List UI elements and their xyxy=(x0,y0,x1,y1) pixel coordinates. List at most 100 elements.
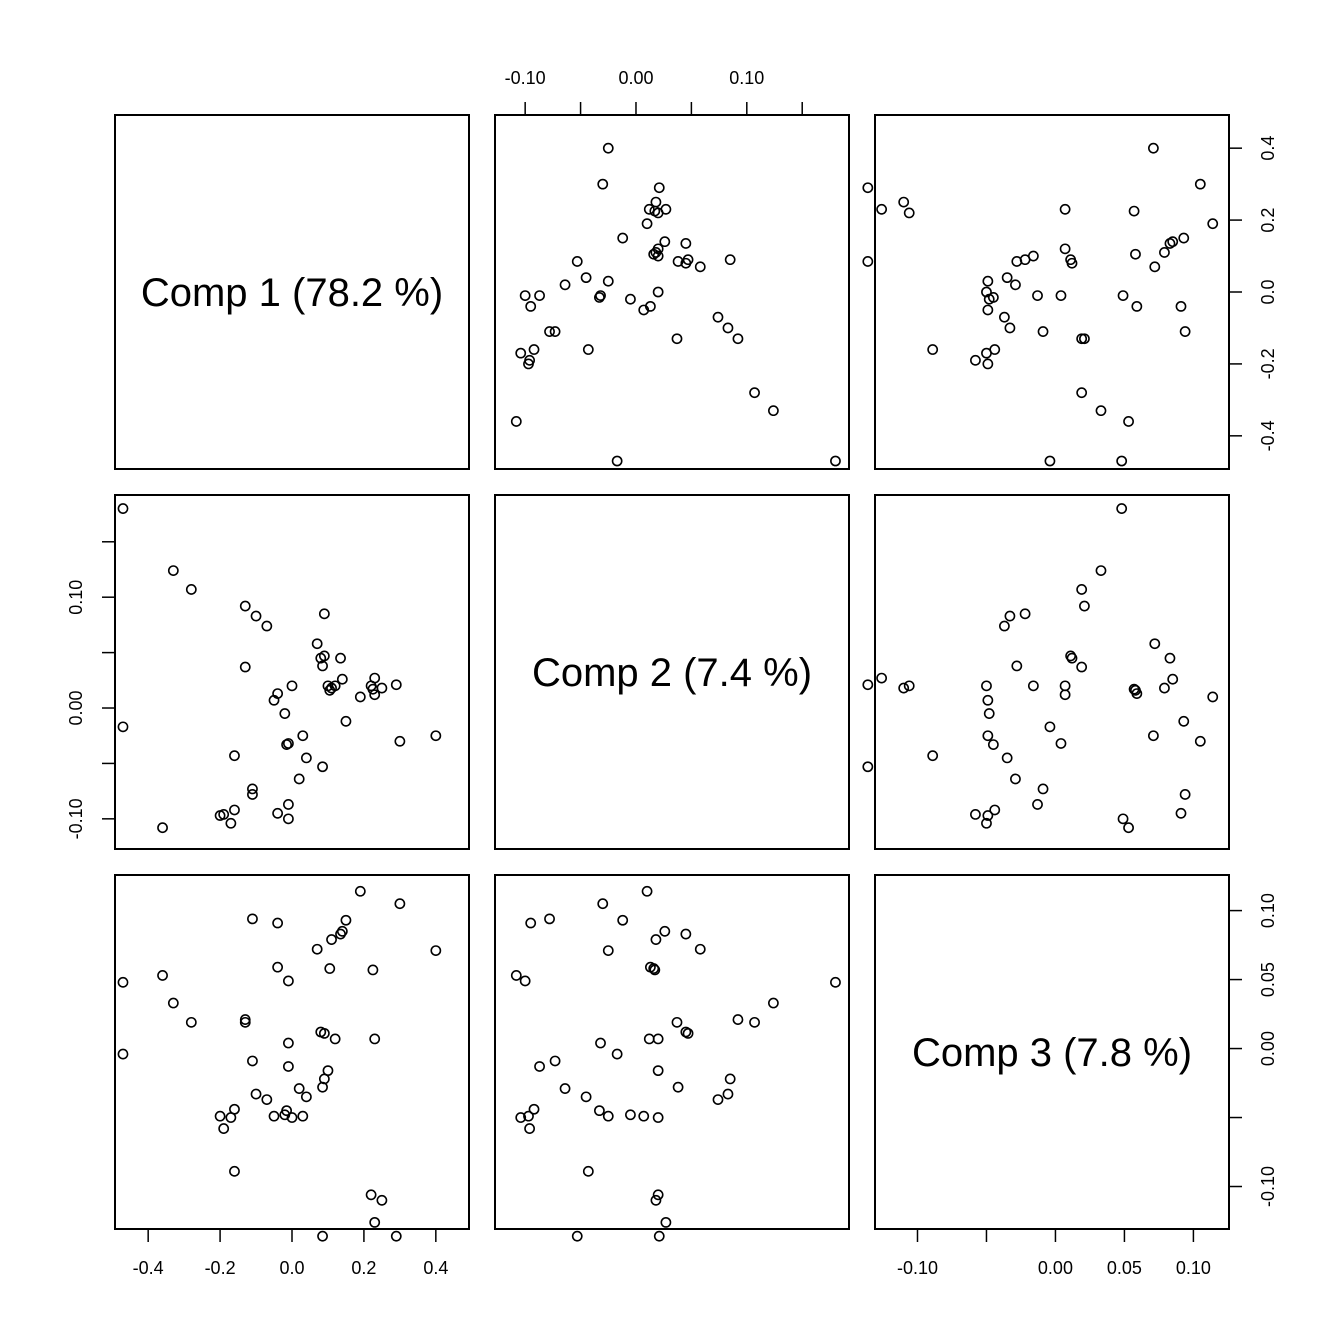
point-c2-vs-c3-16 xyxy=(712,1094,724,1105)
point-c1-vs-c2-11 xyxy=(239,600,251,612)
point-c2-vs-c3-8 xyxy=(515,1112,527,1123)
tick-label: 0.0 xyxy=(279,1258,304,1278)
point-c1-vs-c2-2 xyxy=(117,721,129,733)
point-c1-vs-c3-10 xyxy=(229,1165,240,1177)
point-c3-vs-c1-1 xyxy=(1116,455,1128,467)
point-c3-vs-c2-37 xyxy=(1159,682,1170,694)
point-c3-vs-c2-19 xyxy=(1175,807,1187,819)
point-c1-vs-c2-24 xyxy=(282,813,294,825)
point-c2-vs-c1-9 xyxy=(528,344,540,355)
point-c3-vs-c1-44 xyxy=(1128,205,1140,217)
point-c1-vs-c3-15 xyxy=(250,1088,262,1100)
point-c2-vs-c3-44 xyxy=(649,964,661,976)
point-c3-vs-c2-14 xyxy=(1179,789,1191,800)
tick-label: 0.00 xyxy=(1258,1031,1278,1066)
point-c3-vs-c1-50 xyxy=(1148,142,1159,154)
point-c3-vs-c1-27 xyxy=(982,275,994,287)
point-c1-vs-c2-16 xyxy=(261,620,273,632)
point-c3-vs-c1-24 xyxy=(1117,290,1129,301)
point-c2-vs-c3-34 xyxy=(682,1027,694,1039)
point-c2-vs-c3-39 xyxy=(680,928,692,940)
tick-label: 0.2 xyxy=(1258,208,1278,233)
point-c3-vs-c2-17 xyxy=(982,694,994,706)
point-c3-vs-c1-23 xyxy=(1032,290,1043,301)
point-c1-vs-c3-18 xyxy=(272,961,284,973)
point-c2-vs-c3-2 xyxy=(611,1048,623,1060)
point-c1-vs-c2-1 xyxy=(117,503,129,514)
point-c2-vs-c3-5 xyxy=(749,1016,760,1028)
tick-label: -0.10 xyxy=(66,798,86,839)
point-c1-vs-c3-25 xyxy=(286,1112,298,1123)
point-c3-vs-c1-35 xyxy=(1027,250,1039,262)
point-c2-vs-c3-41 xyxy=(617,914,629,926)
point-c3-vs-c1-3 xyxy=(1123,416,1134,427)
point-c1-vs-c3-4 xyxy=(167,997,179,1009)
point-c1-vs-c3-50 xyxy=(430,945,442,956)
point-c2-vs-c3-47 xyxy=(650,1194,662,1206)
point-c2-vs-c3-49 xyxy=(597,898,609,910)
tick-label: 0.00 xyxy=(618,68,653,88)
point-c2-vs-c1-11 xyxy=(732,333,744,345)
point-c1-vs-c3-39 xyxy=(335,928,346,940)
point-c1-vs-c3-21 xyxy=(281,1105,293,1117)
point-c2-vs-c3-50 xyxy=(602,945,614,956)
point-c2-vs-c1-48 xyxy=(653,182,665,194)
point-c1-vs-c2-50 xyxy=(430,730,442,742)
point-c2-vs-c1-33 xyxy=(724,254,736,266)
point-c1-vs-c2-32 xyxy=(317,761,328,773)
diagonal-label-c3: Comp 3 (7.8 %) xyxy=(912,1031,1192,1075)
point-c3-vs-c1-45 xyxy=(876,203,888,215)
point-c3-vs-c2-7 xyxy=(970,809,981,820)
point-c3-vs-c1-19 xyxy=(1175,300,1187,312)
point-c2-vs-c3-12 xyxy=(671,1016,683,1028)
point-c1-vs-c2-15 xyxy=(250,610,262,622)
point-c2-vs-c3-33 xyxy=(724,1073,736,1085)
point-c1-vs-c3-24 xyxy=(282,975,294,987)
point-c2-vs-c1-3 xyxy=(510,416,522,427)
point-c3-vs-c2-45 xyxy=(876,672,888,684)
point-c2-vs-c3-29 xyxy=(694,943,706,955)
point-c1-vs-c2-21 xyxy=(281,739,293,750)
point-c1-vs-c3-22 xyxy=(282,1037,294,1049)
point-c3-vs-c2-28 xyxy=(1001,752,1013,764)
point-c2-vs-c1-45 xyxy=(660,203,672,215)
point-c1-vs-c3-29 xyxy=(311,943,323,955)
point-c3-vs-c2-15 xyxy=(1004,610,1016,622)
point-c2-vs-c1-38 xyxy=(652,243,664,255)
point-c1-vs-c2-34 xyxy=(318,650,330,662)
point-c3-vs-c2-41 xyxy=(1178,715,1190,727)
point-c3-vs-c1-41 xyxy=(1178,232,1190,244)
point-c1-vs-c3-14 xyxy=(247,913,258,925)
point-c3-vs-c2-10 xyxy=(927,750,939,762)
point-c2-vs-c1-29 xyxy=(694,261,706,273)
point-c1-vs-c3-26 xyxy=(293,1083,305,1094)
point-c3-vs-c2-27 xyxy=(982,730,994,742)
point-c3-vs-c2-11 xyxy=(1079,600,1090,612)
point-c1-vs-c2-10 xyxy=(229,750,240,762)
point-c1-vs-c2-25 xyxy=(286,680,298,692)
axis-bottom-c1: -0.4 -0.2 0.0 0.2 0.4 xyxy=(133,1228,448,1278)
point-c1-vs-c2-9 xyxy=(229,804,240,816)
point-c2-vs-c3-37 xyxy=(650,934,662,945)
point-c1-vs-c3-32 xyxy=(317,1230,328,1242)
point-c2-vs-c3-23 xyxy=(534,1061,545,1072)
point-c1-vs-c3-23 xyxy=(282,1061,294,1072)
point-c1-vs-c2-14 xyxy=(247,789,258,800)
tick-label: 0.00 xyxy=(1038,1258,1073,1278)
point-c3-vs-c2-23 xyxy=(1032,799,1043,810)
point-c3-vs-c1-32 xyxy=(862,256,874,267)
point-c3-vs-c1-4 xyxy=(1095,405,1107,417)
tick-label: 0.2 xyxy=(351,1258,376,1278)
point-c2-vs-c1-13 xyxy=(549,326,561,337)
point-c1-vs-c2-40 xyxy=(336,673,348,685)
tick-label: -0.10 xyxy=(897,1258,938,1278)
point-c1-vs-c3-45 xyxy=(369,1216,381,1228)
point-c3-vs-c2-35 xyxy=(1027,680,1039,692)
point-c1-vs-c2-23 xyxy=(282,799,294,810)
point-c3-vs-c2-39 xyxy=(1164,652,1176,664)
point-c3-vs-c2-34 xyxy=(1065,650,1077,662)
axis-right-c3: -0.10 0.00 0.05 0.10 xyxy=(1228,893,1278,1207)
point-c3-vs-c1-17 xyxy=(982,304,994,316)
point-c3-vs-c2-42 xyxy=(1207,691,1219,703)
point-c2-vs-c3-1 xyxy=(830,976,841,988)
